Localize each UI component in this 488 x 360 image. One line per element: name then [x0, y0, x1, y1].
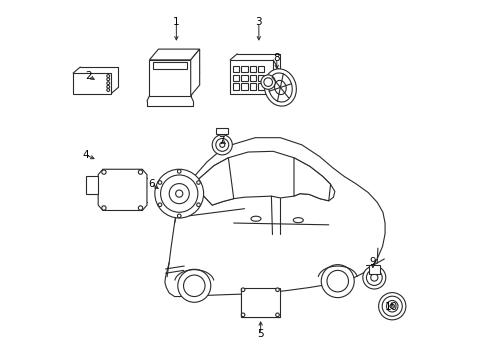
Circle shape: [169, 184, 189, 204]
Bar: [215, 128, 228, 134]
Bar: [233, 75, 239, 81]
Circle shape: [241, 288, 244, 292]
Circle shape: [177, 214, 181, 218]
Bar: [241, 83, 247, 90]
Polygon shape: [190, 158, 233, 205]
Bar: [257, 75, 264, 81]
Circle shape: [106, 75, 109, 77]
Circle shape: [215, 138, 228, 151]
Text: 6: 6: [148, 179, 154, 189]
Circle shape: [264, 78, 272, 86]
Bar: [241, 288, 279, 317]
Circle shape: [386, 301, 397, 312]
Circle shape: [366, 270, 382, 285]
Polygon shape: [98, 169, 147, 211]
Bar: [241, 66, 247, 72]
Polygon shape: [190, 151, 334, 205]
Circle shape: [102, 206, 106, 210]
Circle shape: [175, 190, 183, 197]
Bar: [249, 66, 255, 72]
Circle shape: [219, 142, 224, 147]
Circle shape: [155, 169, 203, 218]
Bar: [233, 83, 239, 90]
Ellipse shape: [293, 218, 303, 223]
Circle shape: [326, 270, 348, 292]
Circle shape: [261, 75, 275, 89]
Bar: [153, 62, 187, 69]
Circle shape: [183, 275, 204, 297]
Text: 2: 2: [85, 71, 92, 81]
Polygon shape: [293, 158, 330, 201]
Text: 9: 9: [369, 257, 375, 267]
Polygon shape: [149, 49, 199, 60]
Circle shape: [196, 203, 200, 207]
Circle shape: [106, 82, 109, 85]
Bar: [73, 73, 110, 94]
Circle shape: [160, 175, 198, 212]
Bar: [249, 75, 255, 81]
Bar: [241, 75, 247, 81]
Ellipse shape: [268, 73, 292, 102]
Bar: [257, 66, 264, 72]
Text: 7: 7: [218, 136, 224, 145]
Ellipse shape: [264, 69, 296, 106]
Bar: [233, 66, 239, 72]
Circle shape: [212, 135, 232, 155]
Bar: [86, 176, 98, 194]
Polygon shape: [164, 138, 384, 297]
Circle shape: [102, 170, 106, 174]
Circle shape: [158, 181, 162, 184]
Text: 8: 8: [273, 53, 280, 63]
Circle shape: [241, 313, 244, 317]
Circle shape: [178, 269, 210, 302]
Circle shape: [177, 170, 181, 173]
Bar: [368, 265, 379, 274]
Circle shape: [389, 304, 394, 309]
Ellipse shape: [250, 216, 261, 221]
Circle shape: [106, 85, 109, 88]
Circle shape: [370, 274, 377, 281]
Polygon shape: [190, 49, 199, 96]
Circle shape: [196, 181, 200, 184]
Bar: [230, 60, 273, 94]
Bar: [149, 60, 190, 96]
Ellipse shape: [274, 80, 285, 95]
Circle shape: [138, 170, 142, 174]
Circle shape: [321, 265, 353, 298]
Bar: [249, 83, 255, 90]
Text: 10: 10: [384, 302, 397, 312]
Text: 3: 3: [255, 17, 262, 27]
Circle shape: [382, 296, 402, 316]
Circle shape: [362, 266, 385, 289]
Text: 1: 1: [173, 17, 179, 27]
Bar: [257, 83, 264, 90]
Circle shape: [275, 288, 279, 292]
Text: 4: 4: [82, 150, 89, 160]
Text: 5: 5: [257, 329, 264, 339]
Circle shape: [138, 206, 142, 210]
Circle shape: [275, 313, 279, 317]
Circle shape: [158, 203, 162, 207]
Circle shape: [106, 89, 109, 91]
Circle shape: [378, 293, 405, 320]
Circle shape: [106, 78, 109, 81]
